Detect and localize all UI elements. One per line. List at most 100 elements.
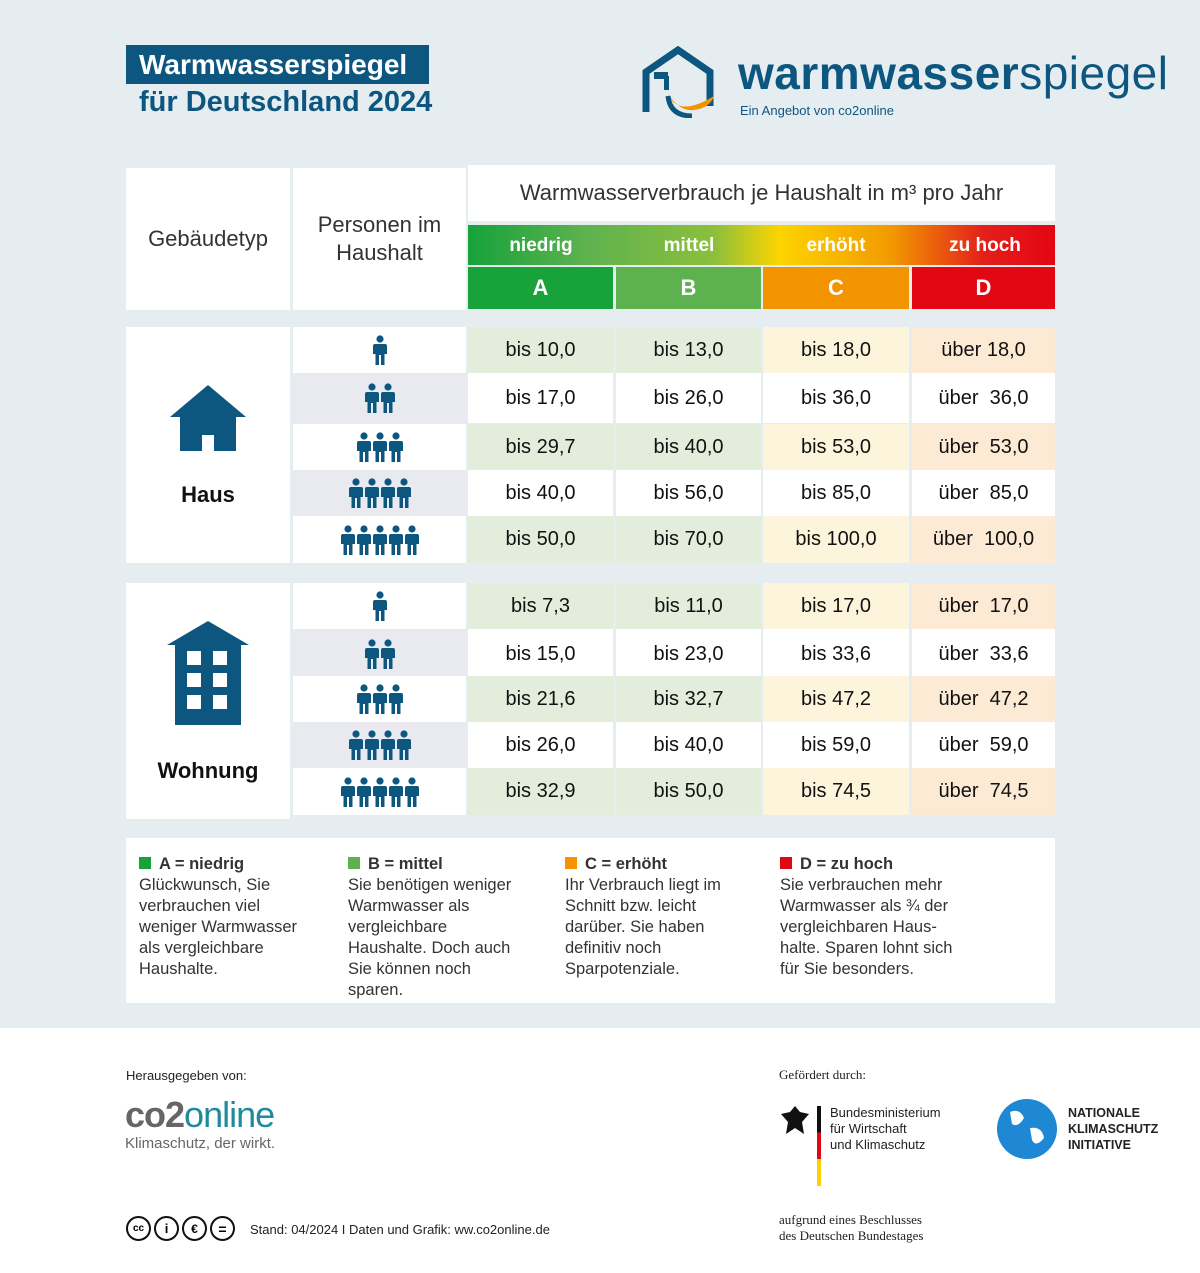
value-cell-c: bis 85,0 <box>763 470 909 516</box>
funded-by-label: Gefördert durch: <box>779 1067 866 1082</box>
persons-1-icon <box>293 583 466 629</box>
nki-line: KLIMASCHUTZ <box>1068 1122 1159 1136</box>
class-c: C <box>763 267 909 309</box>
header-building-type: Gebäudetyp <box>126 168 290 310</box>
globe-icon <box>997 1099 1057 1159</box>
section-label: Haus <box>181 481 235 507</box>
ministry-line: und Klimaschutz <box>830 1137 926 1152</box>
no-derivatives-icon: = <box>210 1216 235 1241</box>
persons-3-icon <box>293 676 466 722</box>
header-persons: Personen im Haushalt <box>293 168 466 310</box>
stand-text: Stand: 04/2024 I Daten und Grafik: ww.co… <box>250 1222 550 1237</box>
legend-d-text: Sie verbrauchen mehr Warmwasser als ¾ de… <box>780 876 953 978</box>
legend-c-title: C = erhöht <box>585 855 668 873</box>
value-cell-d: über 33,6 <box>912 629 1055 679</box>
legend-b: B = mittel Sie benötigen weniger Warmwass… <box>348 854 528 1001</box>
value-cell-d: über 18,0 <box>912 327 1055 373</box>
value-cell-a: bis 29,7 <box>468 424 613 470</box>
value-cell-c: bis 17,0 <box>763 583 909 629</box>
title-line1: Warmwasserspiegel <box>126 45 429 84</box>
square-icon <box>348 857 360 869</box>
ministry-line: Bundesministerium <box>830 1105 941 1120</box>
co2online-tagline: Klimaschutz, der wirkt. <box>125 1135 276 1152</box>
legend-b-text: Sie benötigen weniger Warmwasser als ver… <box>348 876 512 999</box>
value-cell-a: bis 21,6 <box>468 676 613 722</box>
ministry-line: für Wirtschaft <box>830 1121 907 1136</box>
value-cell-d: über 74,5 <box>912 768 1055 815</box>
value-cell-a: bis 26,0 <box>468 722 613 768</box>
legend-a-text: Glückwunsch, Sie verbrauchen viel wenige… <box>139 876 298 978</box>
legend-c-text: Ihr Verbrauch liegt im Schnitt bzw. leic… <box>565 876 721 978</box>
section-haus: Haus <box>126 327 290 563</box>
legend-d-title: D = zu hoch <box>800 855 894 873</box>
header-consumption: Warmwasserverbrauch je Haushalt in m³ pr… <box>468 165 1055 221</box>
legend-d: D = zu hoch Sie verbrauchen mehr Warmwass… <box>780 854 975 980</box>
value-cell-c: bis 59,0 <box>763 722 909 768</box>
legend-c: C = erhöht Ihr Verbrauch liegt im Schnitt… <box>565 854 740 980</box>
noncommercial-icon: € <box>182 1216 207 1241</box>
value-cell-c: bis 53,0 <box>763 424 909 470</box>
cc-icon: cc <box>126 1216 151 1241</box>
square-icon <box>565 857 577 869</box>
value-cell-c: bis 74,5 <box>763 768 909 815</box>
nki-line: NATIONALE <box>1068 1106 1140 1120</box>
level-mittel: mittel <box>663 235 715 256</box>
square-icon <box>780 857 792 869</box>
bundestag-resolution: aufgrund eines Beschlusses des Deutschen … <box>779 1212 923 1244</box>
class-d: D <box>912 267 1055 309</box>
value-cell-b: bis 32,7 <box>616 676 761 722</box>
value-cell-d: über 47,2 <box>912 676 1055 722</box>
apartment-building-icon <box>165 619 251 732</box>
federal-eagle-icon <box>781 1106 809 1134</box>
value-cell-d: über 59,0 <box>912 722 1055 768</box>
value-cell-b: bis 23,0 <box>616 629 761 679</box>
logo-word-bold: warmwasser <box>738 47 1020 99</box>
legend-b-title: B = mittel <box>368 855 443 873</box>
value-cell-a: bis 7,3 <box>468 583 613 629</box>
value-cell-a: bis 32,9 <box>468 768 613 815</box>
legend: A = niedrig Glückwunsch, Sie verbrauchen … <box>126 838 1055 1003</box>
co2-bold: co2 <box>125 1094 185 1135</box>
value-cell-b: bis 26,0 <box>616 373 761 423</box>
co2-light: online <box>184 1094 275 1135</box>
resolution-line: aufgrund eines Beschlusses <box>779 1212 922 1227</box>
value-cell-b: bis 40,0 <box>616 424 761 470</box>
value-cell-a: bis 50,0 <box>468 516 613 563</box>
square-icon <box>139 857 151 869</box>
value-cell-b: bis 11,0 <box>616 583 761 629</box>
value-cell-a: bis 15,0 <box>468 629 613 679</box>
cc-license-icons: cc i € = <box>126 1216 235 1241</box>
ministry-name: Bundesministerium für Wirtschaft und Klima… <box>830 1105 941 1153</box>
logo-subtitle: Ein Angebot von co2online <box>740 103 894 118</box>
persons-5-icon <box>293 768 466 815</box>
persons-2-icon <box>293 629 466 679</box>
level-niedrig: niedrig <box>509 235 573 256</box>
legend-a: A = niedrig Glückwunsch, Sie verbrauchen … <box>139 854 319 980</box>
value-cell-b: bis 56,0 <box>616 470 761 516</box>
value-cell-c: bis 18,0 <box>763 327 909 373</box>
warmwasserspiegel-logo-icon <box>642 46 714 118</box>
co2online-logo: co2online <box>125 1094 275 1136</box>
value-cell-a: bis 40,0 <box>468 470 613 516</box>
level-zu-hoch: zu hoch <box>949 235 1021 256</box>
flag-stripe <box>817 1106 821 1186</box>
legend-a-title: A = niedrig <box>159 855 245 873</box>
attribution-icon: i <box>154 1216 179 1241</box>
value-cell-b: bis 50,0 <box>616 768 761 815</box>
value-cell-d: über 36,0 <box>912 373 1055 423</box>
published-by-label: Herausgegeben von: <box>126 1068 247 1083</box>
value-cell-a: bis 10,0 <box>468 327 613 373</box>
value-cell-d: über 85,0 <box>912 470 1055 516</box>
resolution-line: des Deutschen Bundestages <box>779 1228 924 1243</box>
nki-line: INITIATIVE <box>1068 1138 1131 1152</box>
persons-1-icon <box>293 327 466 373</box>
section-wohnung: Wohnung <box>126 583 290 819</box>
logo-word-light: spiegel <box>1019 47 1169 99</box>
level-erhoeht: erhöht <box>806 235 866 256</box>
value-cell-c: bis 47,2 <box>763 676 909 722</box>
value-cell-c: bis 36,0 <box>763 373 909 423</box>
value-cell-c: bis 100,0 <box>763 516 909 563</box>
section-label: Wohnung <box>157 757 259 783</box>
value-cell-d: über 17,0 <box>912 583 1055 629</box>
persons-4-icon <box>293 470 466 516</box>
